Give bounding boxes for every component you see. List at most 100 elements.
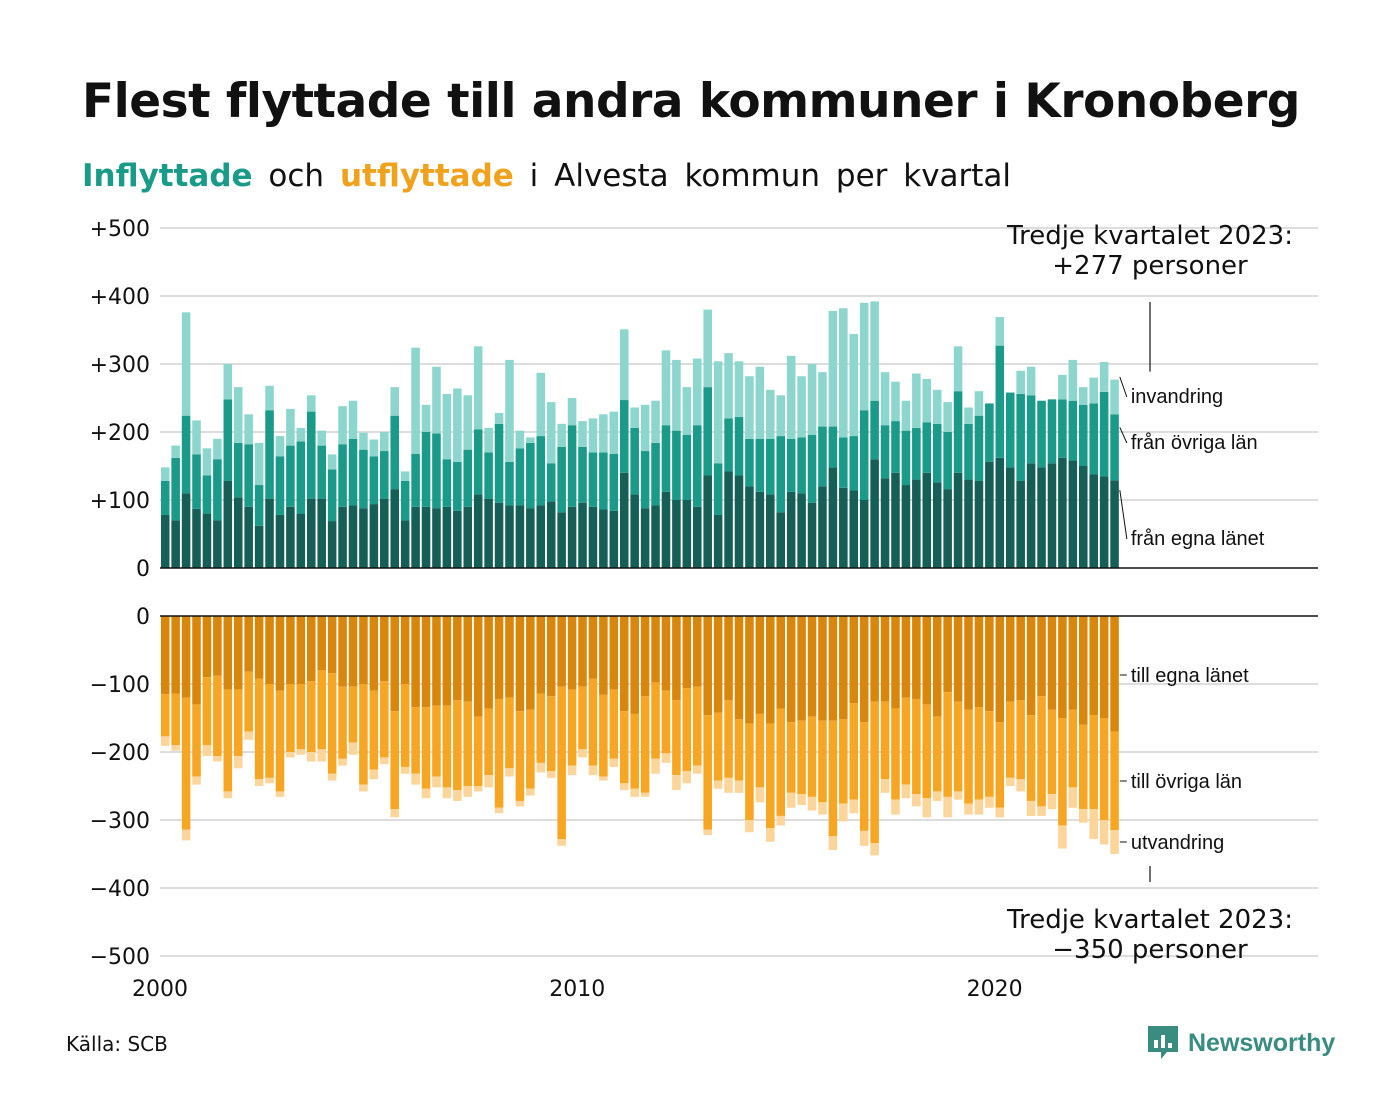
bar-out-egna — [369, 616, 379, 691]
bar-out-egna — [421, 616, 431, 708]
bar-out-utvandring — [192, 776, 201, 785]
bar-out-egna — [557, 616, 566, 687]
bar-out-ovriga — [327, 673, 337, 774]
bar-out-utvandring — [692, 765, 702, 774]
bar-in-invandring — [160, 467, 170, 481]
bar-in-invandring — [1110, 379, 1119, 415]
bar-out-egna — [275, 616, 285, 691]
bar-out-ovriga — [849, 703, 859, 800]
bar-out-utvandring — [818, 802, 827, 815]
bar-out-utvandring — [599, 776, 608, 781]
bar-out-ovriga — [734, 719, 744, 781]
bar-out-ovriga — [745, 723, 754, 820]
bar-in-ovriga — [651, 442, 660, 506]
bar-in-egna — [348, 505, 358, 568]
bar-in-egna — [317, 498, 326, 568]
bar-out-ovriga — [265, 684, 274, 778]
bar-in-invandring — [181, 312, 191, 416]
x-tick-label: 2000 — [132, 977, 188, 1002]
bar-in-egna — [400, 520, 410, 568]
bar-in-ovriga — [682, 434, 692, 500]
bar-in-invandring — [192, 420, 201, 455]
bar-out-egna — [515, 616, 525, 712]
bar-out-utvandring — [1058, 825, 1067, 849]
bar-in-invandring — [546, 402, 556, 464]
bar-out-ovriga — [254, 678, 264, 780]
bar-out-egna — [839, 616, 848, 720]
y-tick-label-upper: +400 — [90, 285, 150, 310]
bar-in-egna — [286, 506, 295, 568]
bar-out-ovriga — [317, 670, 326, 750]
bar-in-ovriga — [1078, 404, 1088, 466]
bar-out-utvandring — [567, 765, 577, 776]
bar-in-ovriga — [505, 461, 514, 506]
bar-in-invandring — [901, 400, 911, 431]
bar-in-egna — [745, 486, 754, 568]
bar-in-invandring — [609, 411, 619, 454]
bar-out-egna — [453, 616, 462, 701]
bar-out-ovriga — [463, 701, 473, 786]
bar-in-egna — [588, 506, 598, 568]
bar-out-utvandring — [505, 768, 514, 777]
bar-in-invandring — [588, 418, 598, 453]
bar-out-egna — [588, 616, 598, 679]
bar-in-ovriga — [828, 426, 838, 468]
bar-in-egna — [494, 502, 504, 568]
bar-in-invandring — [296, 427, 306, 442]
bar-out-ovriga — [338, 686, 347, 759]
bar-in-egna — [609, 510, 619, 568]
bar-out-ovriga — [432, 705, 441, 777]
bar-in-invandring — [286, 408, 295, 446]
bar-in-ovriga — [536, 436, 546, 506]
bar-in-egna — [453, 510, 462, 568]
bar-out-egna — [202, 616, 212, 678]
bar-out-utvandring — [619, 783, 629, 791]
bar-out-ovriga — [473, 716, 483, 786]
bar-out-egna — [651, 616, 660, 683]
bar-in-invandring — [818, 372, 827, 427]
y-tick-label-lower: −200 — [90, 741, 150, 766]
bar-out-utvandring — [995, 807, 1005, 818]
bar-in-ovriga — [766, 438, 775, 495]
bar-in-ovriga — [578, 446, 587, 503]
bar-in-invandring — [557, 423, 566, 447]
bar-in-ovriga — [619, 400, 629, 473]
bar-out-utvandring — [181, 829, 191, 841]
bar-out-utvandring — [953, 791, 963, 800]
bar-out-utvandring — [807, 796, 817, 811]
bar-out-egna — [348, 616, 358, 687]
bar-out-utvandring — [713, 780, 723, 789]
bar-out-utvandring — [839, 803, 848, 822]
bar-in-ovriga — [901, 430, 911, 486]
bar-out-egna — [359, 616, 368, 684]
bar-out-utvandring — [484, 775, 493, 788]
bar-in-invandring — [619, 329, 629, 401]
bar-out-utvandring — [1037, 806, 1046, 816]
bar-out-utvandring — [724, 777, 733, 793]
bar-out-utvandring — [755, 787, 765, 803]
x-tick-label: 2010 — [549, 977, 605, 1002]
bar-in-invandring — [473, 346, 483, 430]
bar-in-invandring — [839, 308, 848, 438]
bar-in-invandring — [421, 404, 431, 432]
bar-in-egna — [859, 500, 869, 568]
bar-out-utvandring — [400, 766, 410, 774]
bar-in-ovriga — [515, 448, 525, 506]
segment-label-leader — [1119, 376, 1128, 398]
chart-title: Flest flyttade till andra kommuner i Kro… — [82, 74, 1300, 129]
bar-in-egna — [964, 479, 973, 568]
bar-in-egna — [515, 505, 525, 568]
bar-out-ovriga — [1016, 700, 1025, 780]
bar-in-egna — [338, 506, 347, 568]
bar-in-invandring — [891, 381, 900, 422]
bar-in-ovriga — [473, 429, 483, 495]
bar-out-utvandring — [766, 828, 775, 842]
bar-in-invandring — [233, 387, 243, 443]
bar-in-invandring — [380, 432, 389, 452]
bar-out-egna — [859, 616, 869, 723]
bar-in-ovriga — [755, 438, 765, 492]
y-tick-label-lower: −300 — [90, 809, 150, 834]
bar-in-ovriga — [818, 426, 827, 487]
bar-out-ovriga — [953, 701, 963, 792]
